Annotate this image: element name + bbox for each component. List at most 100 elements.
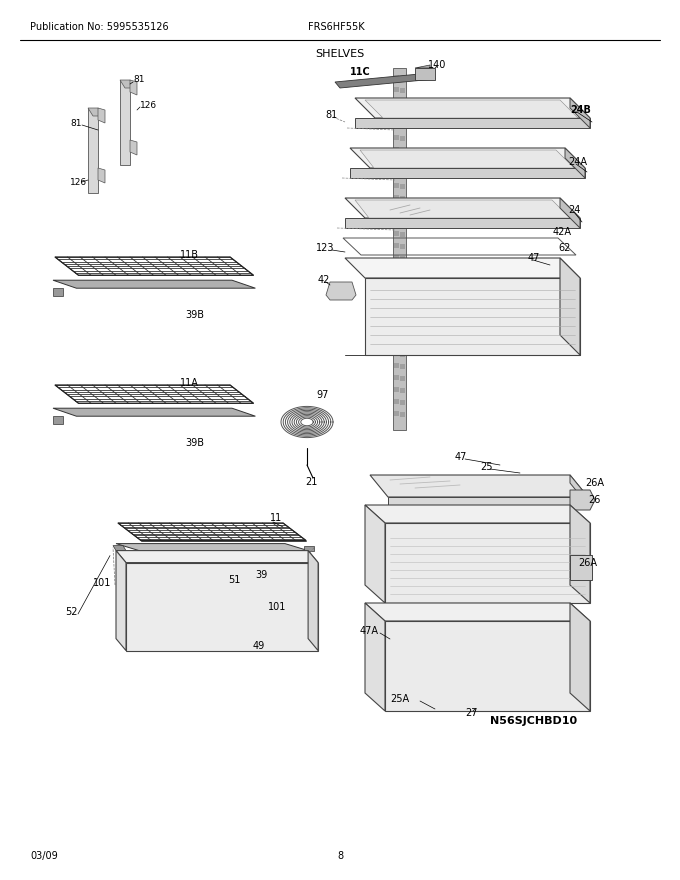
Text: 126: 126 <box>140 100 157 109</box>
Text: 49: 49 <box>253 641 265 650</box>
Polygon shape <box>365 505 590 523</box>
Polygon shape <box>394 159 399 164</box>
Polygon shape <box>415 68 435 80</box>
Polygon shape <box>355 98 590 118</box>
Polygon shape <box>120 80 130 165</box>
Polygon shape <box>570 603 590 711</box>
Polygon shape <box>394 363 399 368</box>
Polygon shape <box>400 88 405 93</box>
Polygon shape <box>400 256 405 261</box>
Text: 47: 47 <box>528 253 541 263</box>
Text: 51: 51 <box>228 575 240 585</box>
Polygon shape <box>400 112 405 117</box>
Polygon shape <box>365 505 385 603</box>
Polygon shape <box>570 98 590 128</box>
Polygon shape <box>400 328 405 333</box>
Polygon shape <box>88 108 98 193</box>
Text: 39: 39 <box>255 570 267 580</box>
Polygon shape <box>394 375 399 380</box>
Polygon shape <box>394 207 399 212</box>
Polygon shape <box>570 505 590 603</box>
Polygon shape <box>394 195 399 200</box>
Polygon shape <box>394 111 399 116</box>
Polygon shape <box>130 140 137 155</box>
Polygon shape <box>116 551 318 562</box>
Polygon shape <box>53 289 63 297</box>
Polygon shape <box>365 603 385 711</box>
Text: 81: 81 <box>133 75 144 84</box>
Polygon shape <box>400 364 405 369</box>
Polygon shape <box>394 339 399 344</box>
Polygon shape <box>560 258 580 355</box>
Polygon shape <box>385 621 590 711</box>
Text: 47A: 47A <box>360 626 379 636</box>
Text: 101: 101 <box>93 578 112 588</box>
Text: 39B: 39B <box>185 310 204 320</box>
Polygon shape <box>98 168 105 183</box>
Polygon shape <box>400 76 405 81</box>
Text: N56SJCHBD10: N56SJCHBD10 <box>490 716 577 726</box>
Polygon shape <box>400 400 405 405</box>
Polygon shape <box>400 184 405 189</box>
Polygon shape <box>400 160 405 165</box>
Polygon shape <box>345 198 580 218</box>
Polygon shape <box>565 148 585 178</box>
Text: 123: 123 <box>316 243 335 253</box>
Polygon shape <box>335 73 435 88</box>
Text: 21: 21 <box>305 477 318 487</box>
Polygon shape <box>53 416 63 424</box>
Polygon shape <box>304 546 314 551</box>
Polygon shape <box>400 148 405 153</box>
Polygon shape <box>350 168 585 178</box>
Polygon shape <box>394 327 399 332</box>
Text: 39B: 39B <box>185 438 204 448</box>
Polygon shape <box>394 75 399 80</box>
Polygon shape <box>394 243 399 248</box>
Text: 26A: 26A <box>585 478 604 488</box>
Polygon shape <box>394 147 399 152</box>
Text: 81: 81 <box>325 110 337 120</box>
Polygon shape <box>388 497 588 505</box>
Text: 11C: 11C <box>350 67 371 77</box>
Polygon shape <box>394 219 399 224</box>
Polygon shape <box>360 150 574 168</box>
Polygon shape <box>365 603 590 621</box>
Polygon shape <box>88 108 103 116</box>
Text: 24B: 24B <box>570 105 591 115</box>
Text: 81: 81 <box>70 119 82 128</box>
Polygon shape <box>326 282 356 300</box>
Polygon shape <box>415 65 430 68</box>
Polygon shape <box>308 551 318 650</box>
Polygon shape <box>98 108 105 123</box>
Polygon shape <box>350 148 585 168</box>
Polygon shape <box>400 304 405 309</box>
Text: 101: 101 <box>268 602 286 612</box>
Text: SHELVES: SHELVES <box>316 49 364 59</box>
Polygon shape <box>400 124 405 129</box>
Text: 8: 8 <box>337 851 343 861</box>
Text: 24: 24 <box>568 205 580 215</box>
Text: FRS6HF55K: FRS6HF55K <box>308 22 364 32</box>
Text: 24A: 24A <box>568 157 587 167</box>
Polygon shape <box>345 258 580 278</box>
Polygon shape <box>400 220 405 225</box>
Polygon shape <box>370 475 588 497</box>
Polygon shape <box>120 80 135 88</box>
Polygon shape <box>126 562 318 650</box>
Polygon shape <box>394 315 399 320</box>
Polygon shape <box>394 123 399 128</box>
Polygon shape <box>385 523 590 603</box>
Polygon shape <box>400 412 405 417</box>
Text: 42: 42 <box>318 275 330 285</box>
Polygon shape <box>394 279 399 284</box>
Polygon shape <box>400 100 405 105</box>
Text: 97: 97 <box>316 390 328 400</box>
Polygon shape <box>365 100 578 118</box>
Polygon shape <box>570 475 588 505</box>
Text: 126: 126 <box>70 178 87 187</box>
Polygon shape <box>400 340 405 345</box>
Text: 25: 25 <box>480 462 492 472</box>
Text: 42A: 42A <box>553 227 572 237</box>
Polygon shape <box>394 291 399 296</box>
Polygon shape <box>394 255 399 260</box>
